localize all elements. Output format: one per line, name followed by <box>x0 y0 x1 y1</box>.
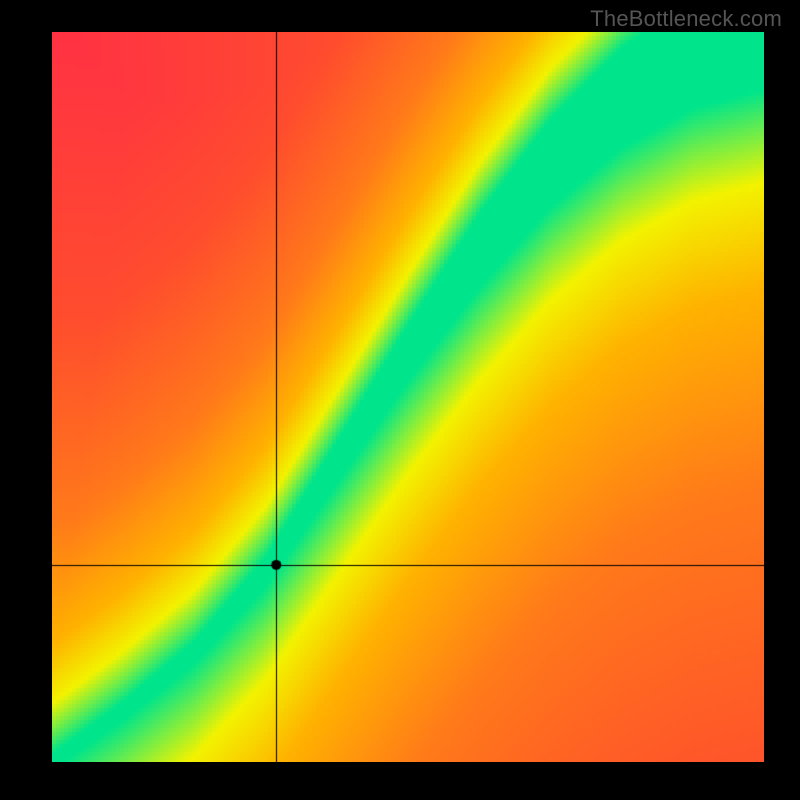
heatmap-canvas <box>52 32 764 762</box>
bottleneck-heatmap <box>52 32 764 762</box>
watermark-text: TheBottleneck.com <box>590 6 782 32</box>
